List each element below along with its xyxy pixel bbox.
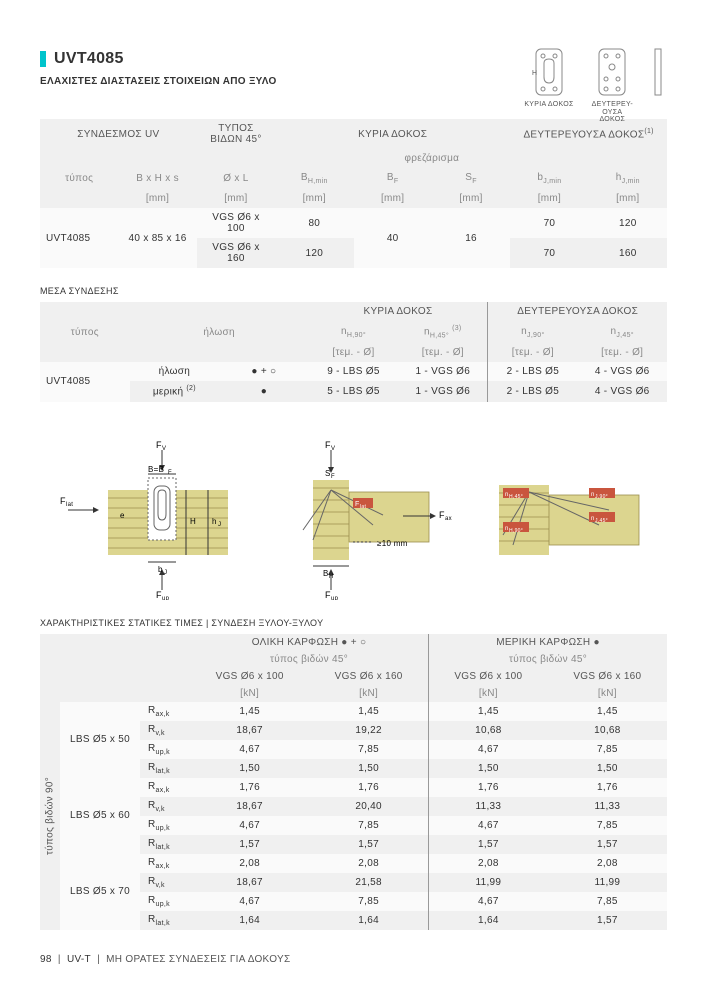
svg-text:H: H <box>329 574 334 580</box>
bracket-icons: H B ΚΥΡΙΑ ΔΟΚΟΣ ΔΕΥΤΕΡΕΥ- ΟΥΣΑ ΔΟΚΟΣ s <box>524 45 667 124</box>
means-table: ΚΥΡΙΑ ΔΟΚΟΣ ΔΕΥΤΕΡΕΥΟΥΣΑ ΔΟΚΟΣ τύπος ήλω… <box>40 302 667 402</box>
svg-text:lat: lat <box>360 504 366 510</box>
svg-text:B: B <box>323 569 329 578</box>
side-bracket-icon: s <box>651 45 667 99</box>
svg-text:ax: ax <box>445 516 452 522</box>
characteristics-table: ΟΛΙΚΗ ΚΑΡΦΩΣΗ ● + ○ ΜΕΡΙΚΗ ΚΑΡΦΩΣΗ ● τύπ… <box>40 634 667 930</box>
secondary-bracket-icon <box>595 45 629 99</box>
svg-text:J,90°: J,90° <box>595 494 608 500</box>
svg-text:J: J <box>218 522 221 528</box>
svg-text:e: e <box>120 511 125 520</box>
svg-text:up: up <box>331 596 339 600</box>
svg-text:F: F <box>355 501 360 508</box>
t1-connector-hdr: ΣΥΝΔΕΣΜΟΣ UV <box>40 119 197 149</box>
svg-text:b: b <box>158 565 163 574</box>
char-title: ΧΑΡΑΚΤΗΡΙΣΤΙΚΕΣ ΣΤΑΤΙΚΕΣ ΤΙΜΕΣ | ΣΥΝΔΕΣΗ… <box>40 618 667 628</box>
t1-main-hdr: ΚΥΡΙΑ ΔΟΚΟΣ <box>275 119 510 149</box>
secondary-bracket-label: ΔΕΥΤΕΡΕΥ- ΟΥΣΑ ΔΟΚΟΣ <box>592 101 633 124</box>
main-bracket-icon: H B <box>530 45 568 99</box>
svg-text:≥10 mm: ≥10 mm <box>377 539 408 548</box>
svg-text:H,90°: H,90° <box>509 528 523 534</box>
svg-text:up: up <box>162 596 170 600</box>
diagram-2: Flat FV Fup Fax SF BH ≥10 mm <box>263 430 463 600</box>
row-group-label: LBS Ø5 x 60 <box>60 778 140 854</box>
svg-text:lat: lat <box>66 502 73 508</box>
svg-text:F: F <box>168 470 172 476</box>
page-footer: 98 | UV-T | ΜΗ ΟΡΑΤΕΣ ΣΥΝΔΕΣΕΙΣ ΓΙΑ ΔΟΚΟ… <box>40 954 667 965</box>
diagram-1: FV Fup Flat B=BF H hJ e bJ <box>48 430 248 600</box>
svg-text:S: S <box>325 469 331 478</box>
main-bracket-label: ΚΥΡΙΑ ΔΟΚΟΣ <box>524 101 573 109</box>
svg-text:h: h <box>212 517 217 526</box>
t1-screw-hdr: ΤΥΠΟΣ ΒΙΔΩΝ 45° <box>197 119 275 149</box>
t1-routing: φρεζάρισμα <box>354 149 511 168</box>
svg-text:B=B: B=B <box>148 465 164 474</box>
diagram-3: nH,45° nH,90° nJ,90° nJ,45° <box>479 430 659 600</box>
svg-text:J: J <box>164 570 167 576</box>
svg-text:H,45°: H,45° <box>509 494 523 500</box>
dimensions-table: ΣΥΝΔΕΣΜΟΣ UV ΤΥΠΟΣ ΒΙΔΩΝ 45° ΚΥΡΙΑ ΔΟΚΟΣ… <box>40 119 667 268</box>
svg-text:J,45°: J,45° <box>595 518 608 524</box>
svg-text:V: V <box>331 446 335 452</box>
page-title: UVT4085 <box>54 50 124 68</box>
means-label: ΜΕΣΑ ΣΥΝΔΕΣΗΣ <box>40 286 667 296</box>
svg-text:H: H <box>532 70 537 77</box>
row-group-label: LBS Ø5 x 50 <box>60 702 140 778</box>
row-group-label: LBS Ø5 x 70 <box>60 854 140 930</box>
side-label: τύπος βιδών 90° <box>40 702 60 930</box>
diagrams-row: FV Fup Flat B=BF H hJ e bJ Flat FV Fup F… <box>40 430 667 600</box>
title-marker <box>40 51 46 67</box>
svg-text:H: H <box>190 517 196 526</box>
svg-text:V: V <box>162 446 166 452</box>
svg-text:F: F <box>331 474 335 480</box>
